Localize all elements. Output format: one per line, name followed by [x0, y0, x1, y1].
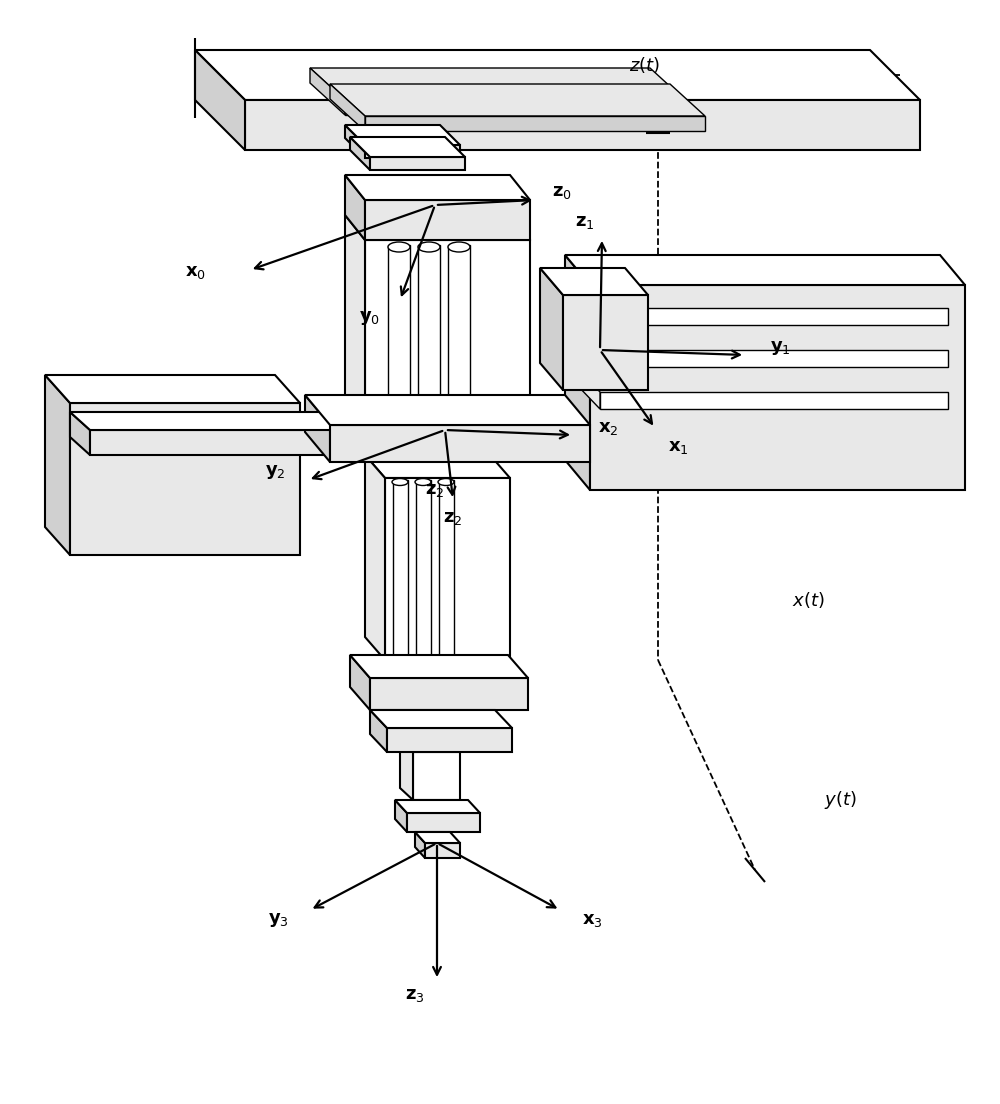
- Polygon shape: [365, 145, 460, 158]
- Text: $x(t)$: $x(t)$: [792, 590, 824, 611]
- Polygon shape: [565, 255, 590, 490]
- Polygon shape: [345, 100, 685, 115]
- Polygon shape: [413, 752, 460, 800]
- Text: $y(t)$: $y(t)$: [824, 789, 856, 811]
- Polygon shape: [310, 68, 345, 115]
- Polygon shape: [370, 710, 512, 728]
- Polygon shape: [310, 68, 685, 100]
- Polygon shape: [415, 832, 425, 858]
- Polygon shape: [365, 116, 705, 131]
- Ellipse shape: [392, 478, 408, 486]
- Polygon shape: [350, 655, 528, 678]
- Text: $\mathbf{x}_1$: $\mathbf{x}_1$: [668, 438, 688, 456]
- Polygon shape: [45, 375, 70, 555]
- Polygon shape: [540, 268, 563, 390]
- Text: $\mathbf{x}_2$: $\mathbf{x}_2$: [598, 420, 618, 437]
- Polygon shape: [388, 245, 410, 450]
- Text: $\mathbf{z}_1$: $\mathbf{z}_1$: [575, 213, 595, 231]
- Text: $\mathbf{y}_2$: $\mathbf{y}_2$: [265, 463, 285, 481]
- Polygon shape: [70, 403, 300, 555]
- Polygon shape: [365, 455, 510, 478]
- Polygon shape: [393, 480, 408, 655]
- Polygon shape: [305, 395, 330, 461]
- Polygon shape: [385, 478, 510, 660]
- Polygon shape: [387, 728, 512, 752]
- Polygon shape: [330, 84, 365, 131]
- Polygon shape: [600, 308, 948, 325]
- Ellipse shape: [448, 242, 470, 252]
- Text: $\mathbf{z}_3$: $\mathbf{z}_3$: [405, 986, 425, 1004]
- Polygon shape: [345, 215, 365, 455]
- Polygon shape: [439, 480, 454, 655]
- Polygon shape: [245, 100, 920, 150]
- Polygon shape: [565, 255, 965, 285]
- Polygon shape: [418, 245, 440, 450]
- Text: $z(t)$: $z(t)$: [629, 55, 661, 75]
- Polygon shape: [330, 425, 590, 461]
- Polygon shape: [70, 412, 90, 455]
- Polygon shape: [370, 678, 528, 710]
- Ellipse shape: [415, 478, 431, 486]
- Polygon shape: [195, 50, 920, 100]
- Polygon shape: [407, 813, 480, 832]
- Text: $\mathbf{y}_1$: $\mathbf{y}_1$: [770, 339, 790, 357]
- Polygon shape: [45, 375, 300, 403]
- Text: $\mathbf{z}_2$: $\mathbf{z}_2$: [443, 509, 463, 527]
- Ellipse shape: [388, 242, 410, 252]
- Polygon shape: [195, 50, 245, 150]
- Polygon shape: [576, 367, 600, 408]
- Polygon shape: [350, 137, 465, 157]
- Polygon shape: [370, 710, 387, 752]
- Polygon shape: [590, 285, 965, 490]
- Polygon shape: [600, 350, 948, 367]
- Polygon shape: [540, 268, 648, 295]
- Polygon shape: [600, 392, 948, 408]
- Text: $\mathbf{z}_2$: $\mathbf{z}_2$: [425, 481, 445, 499]
- Polygon shape: [365, 200, 530, 240]
- Polygon shape: [370, 157, 465, 170]
- Polygon shape: [563, 295, 648, 390]
- Polygon shape: [576, 283, 600, 325]
- Ellipse shape: [438, 478, 454, 486]
- Text: $\mathbf{x}_0$: $\mathbf{x}_0$: [185, 263, 205, 282]
- Text: $\mathbf{y}_3$: $\mathbf{y}_3$: [268, 911, 288, 928]
- Polygon shape: [365, 240, 530, 455]
- Text: $\mathbf{x}_3$: $\mathbf{x}_3$: [582, 911, 602, 928]
- Polygon shape: [345, 125, 365, 158]
- Polygon shape: [365, 455, 385, 660]
- Polygon shape: [395, 800, 407, 832]
- Polygon shape: [345, 125, 460, 145]
- Polygon shape: [350, 655, 370, 710]
- Polygon shape: [416, 480, 431, 655]
- Ellipse shape: [418, 242, 440, 252]
- Polygon shape: [415, 832, 460, 843]
- Polygon shape: [395, 800, 480, 813]
- Polygon shape: [70, 412, 365, 429]
- Polygon shape: [400, 740, 413, 800]
- Polygon shape: [350, 137, 370, 170]
- Polygon shape: [330, 84, 705, 116]
- Polygon shape: [576, 325, 600, 367]
- Text: $\mathbf{y}_0$: $\mathbf{y}_0$: [359, 309, 381, 327]
- Polygon shape: [345, 176, 530, 200]
- Polygon shape: [305, 395, 590, 425]
- Polygon shape: [425, 843, 460, 858]
- Polygon shape: [345, 176, 365, 240]
- Polygon shape: [448, 245, 470, 450]
- Polygon shape: [90, 429, 365, 455]
- Text: $\mathbf{z}_0$: $\mathbf{z}_0$: [552, 183, 572, 201]
